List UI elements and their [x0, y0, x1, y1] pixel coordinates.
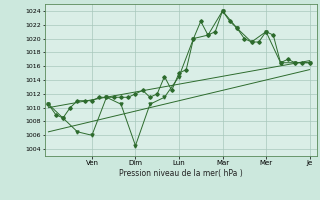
X-axis label: Pression niveau de la mer( hPa ): Pression niveau de la mer( hPa ): [119, 169, 243, 178]
